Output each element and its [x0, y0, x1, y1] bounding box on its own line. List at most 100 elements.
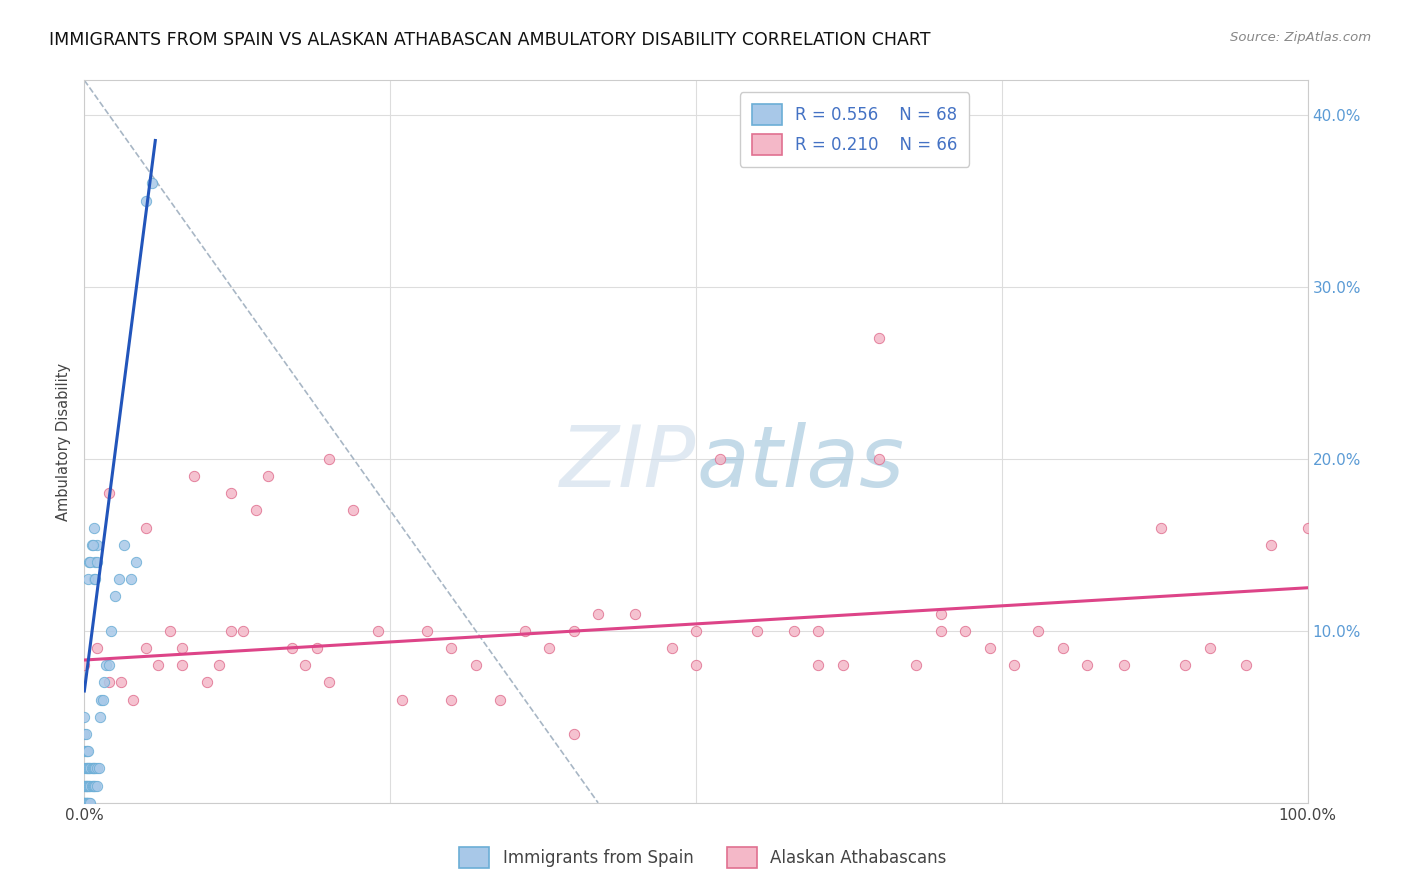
Point — [77, 796, 100, 810]
Point — [661, 640, 683, 655]
Point — [416, 624, 439, 638]
Point — [91, 692, 114, 706]
Point — [685, 624, 707, 638]
Legend: Immigrants from Spain, Alaskan Athabascans: Immigrants from Spain, Alaskan Athabasca… — [453, 840, 953, 875]
Point — [281, 640, 304, 655]
Point — [77, 744, 100, 758]
Point — [141, 177, 163, 191]
Point — [869, 451, 891, 466]
Point — [464, 658, 486, 673]
Point — [73, 744, 96, 758]
Point — [73, 658, 96, 673]
Point — [80, 761, 103, 775]
Point — [440, 692, 463, 706]
Point — [76, 761, 98, 775]
Point — [80, 538, 103, 552]
Point — [979, 640, 1001, 655]
Point — [73, 779, 96, 793]
Point — [172, 640, 194, 655]
Point — [77, 555, 100, 569]
Point — [869, 331, 891, 345]
Point — [685, 658, 707, 673]
Point — [96, 658, 118, 673]
Point — [97, 658, 120, 673]
Point — [110, 675, 132, 690]
Point — [1150, 520, 1173, 534]
Point — [1174, 658, 1197, 673]
Point — [146, 658, 169, 673]
Point — [562, 727, 585, 741]
Point — [1260, 538, 1282, 552]
Point — [86, 555, 108, 569]
Point — [112, 538, 135, 552]
Point — [831, 658, 853, 673]
Point — [100, 624, 122, 638]
Point — [82, 779, 104, 793]
Point — [783, 624, 806, 638]
Point — [75, 727, 97, 741]
Point — [232, 624, 254, 638]
Point — [172, 658, 194, 673]
Point — [75, 779, 97, 793]
Point — [97, 486, 120, 500]
Point — [84, 572, 107, 586]
Point — [80, 779, 103, 793]
Text: atlas: atlas — [696, 422, 904, 505]
Point — [82, 761, 104, 775]
Point — [73, 727, 96, 741]
Point — [77, 761, 100, 775]
Point — [367, 624, 389, 638]
Point — [83, 761, 105, 775]
Point — [245, 503, 267, 517]
Point — [953, 624, 976, 638]
Point — [107, 572, 129, 586]
Point — [208, 658, 231, 673]
Point — [1028, 624, 1050, 638]
Point — [84, 555, 107, 569]
Point — [929, 607, 952, 621]
Point — [807, 658, 830, 673]
Point — [76, 744, 98, 758]
Point — [73, 796, 96, 810]
Point — [77, 779, 100, 793]
Point — [79, 555, 101, 569]
Point — [305, 640, 328, 655]
Point — [83, 779, 105, 793]
Point — [1114, 658, 1136, 673]
Point — [440, 640, 463, 655]
Text: Source: ZipAtlas.com: Source: ZipAtlas.com — [1230, 31, 1371, 45]
Point — [586, 607, 609, 621]
Point — [73, 779, 96, 793]
Point — [747, 624, 769, 638]
Point — [513, 624, 536, 638]
Point — [257, 469, 280, 483]
Point — [905, 658, 928, 673]
Point — [93, 675, 115, 690]
Text: IMMIGRANTS FROM SPAIN VS ALASKAN ATHABASCAN AMBULATORY DISABILITY CORRELATION CH: IMMIGRANTS FROM SPAIN VS ALASKAN ATHABAS… — [49, 31, 931, 49]
Point — [75, 796, 97, 810]
Point — [73, 710, 96, 724]
Point — [1052, 640, 1074, 655]
Point — [120, 572, 142, 586]
Point — [135, 640, 157, 655]
Point — [82, 538, 104, 552]
Point — [624, 607, 647, 621]
Point — [75, 761, 97, 775]
Point — [77, 796, 100, 810]
Point — [135, 194, 157, 208]
Point — [87, 761, 110, 775]
Point — [135, 520, 157, 534]
Point — [83, 520, 105, 534]
Point — [219, 624, 242, 638]
Point — [73, 796, 96, 810]
Point — [76, 796, 98, 810]
Point — [89, 710, 111, 724]
Point — [122, 692, 145, 706]
Point — [294, 658, 316, 673]
Point — [86, 761, 108, 775]
Point — [1076, 658, 1098, 673]
Point — [219, 486, 242, 500]
Point — [1296, 520, 1319, 534]
Point — [79, 796, 101, 810]
Point — [73, 796, 96, 810]
